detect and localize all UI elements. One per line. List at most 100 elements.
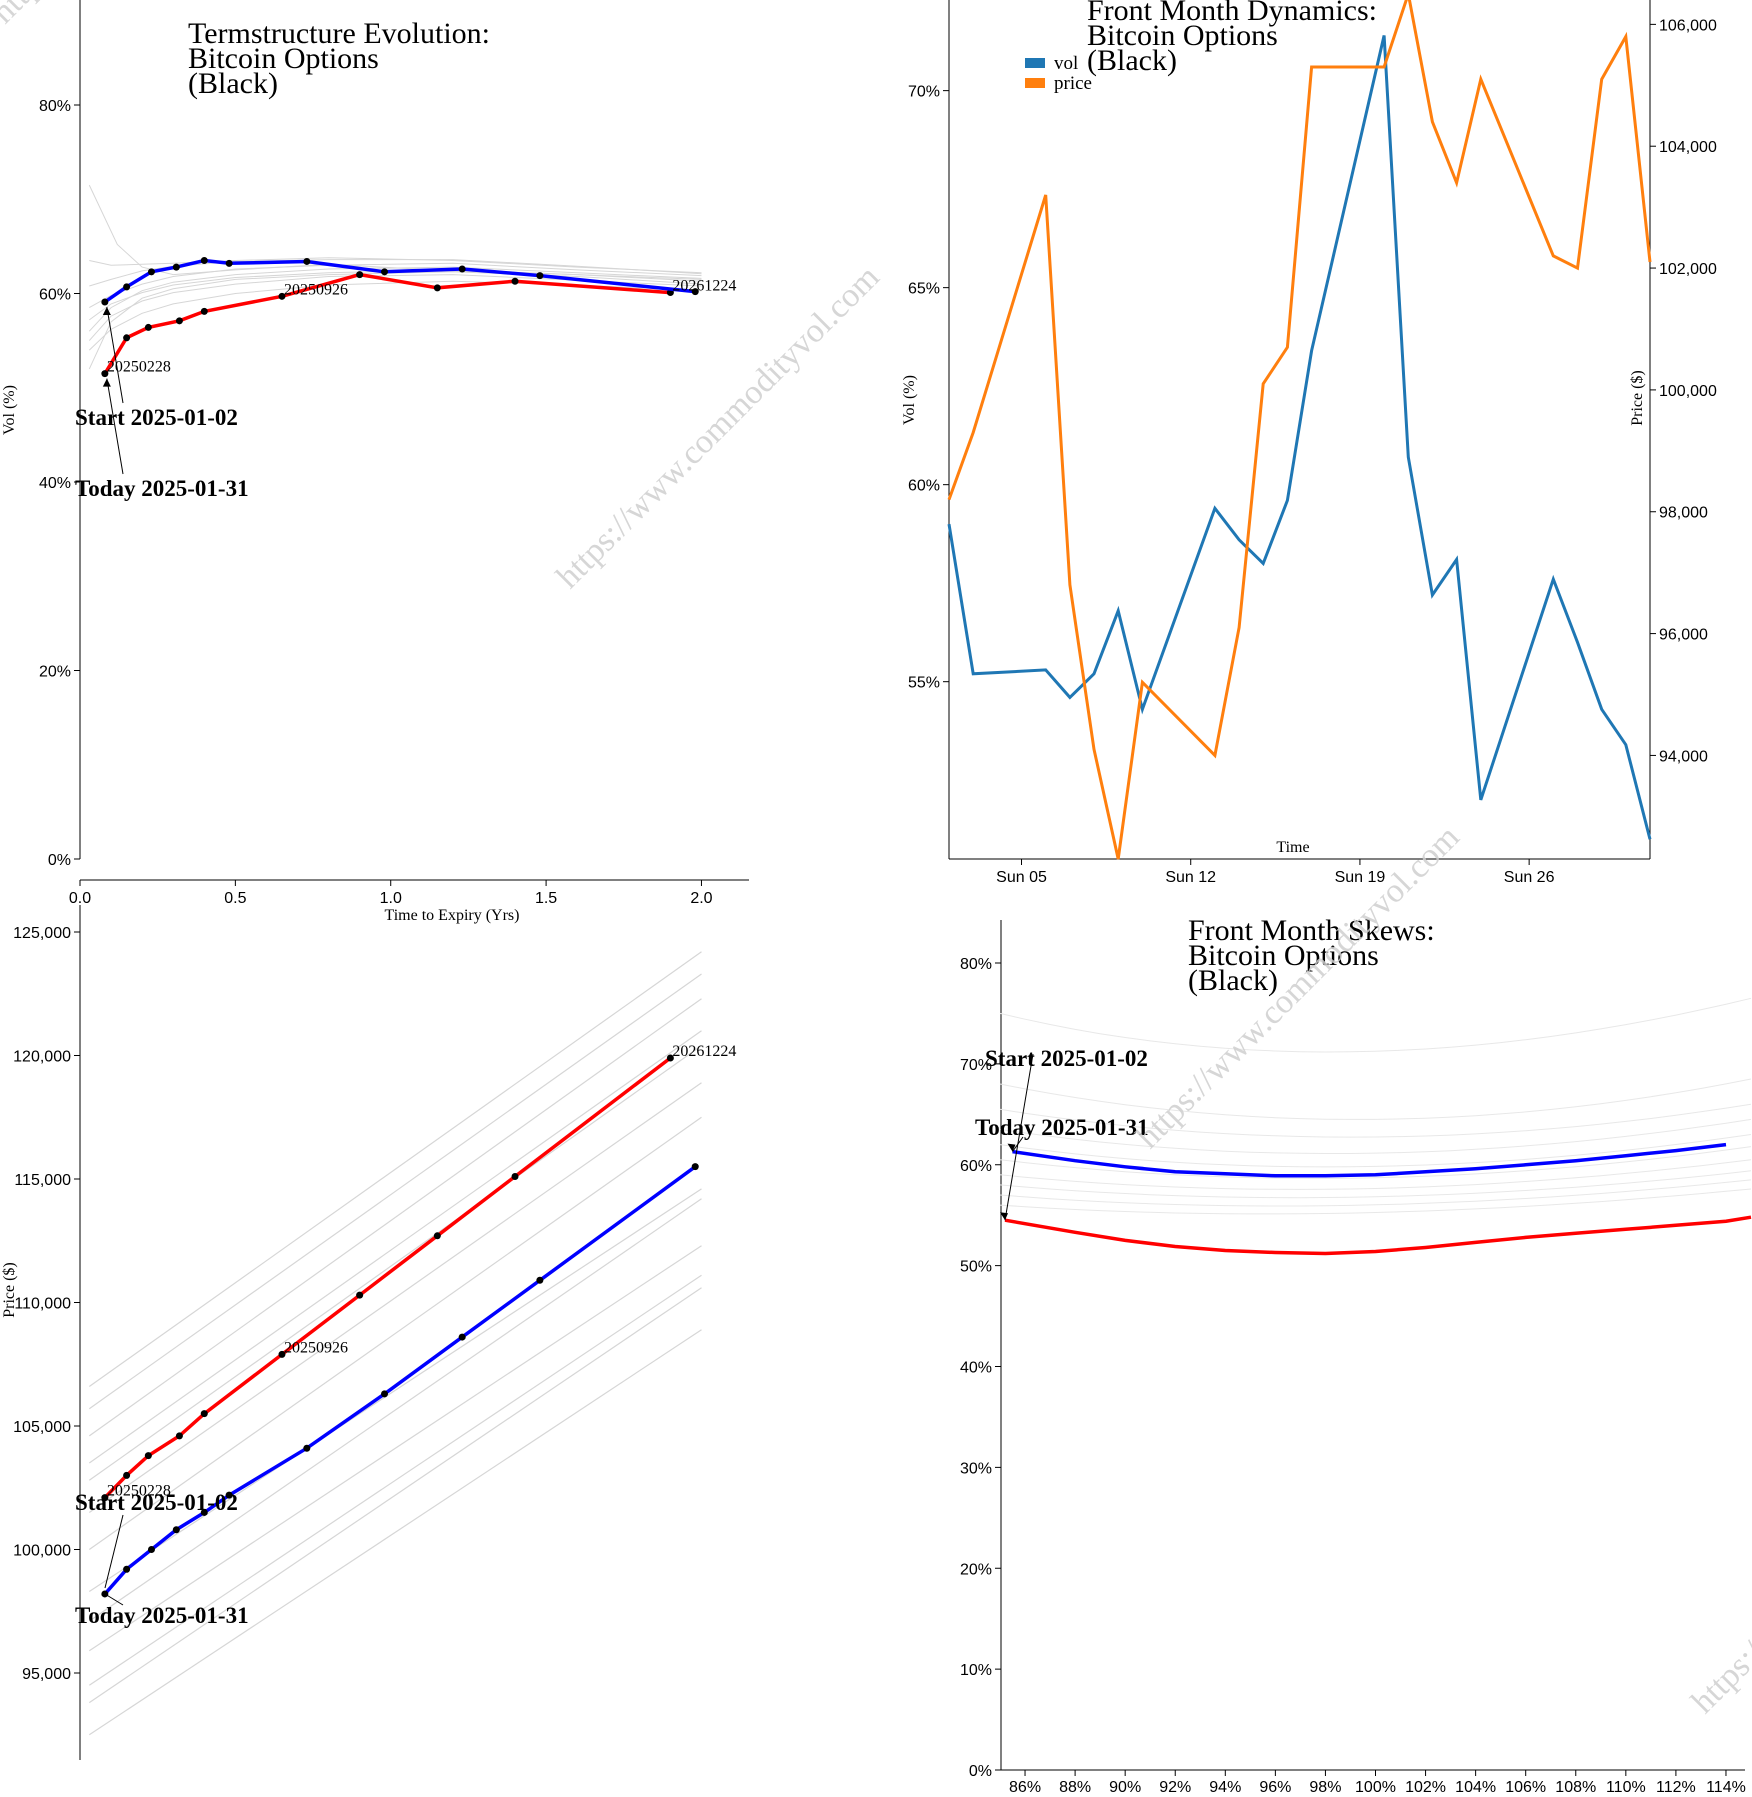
x-tick-label: 104% xyxy=(1455,1779,1496,1796)
y-tick-label: 125,000 xyxy=(13,925,71,942)
x-tick-label: Sun 05 xyxy=(996,869,1047,886)
x-tick-label: 98% xyxy=(1309,1779,1341,1796)
y-tick-label: 0% xyxy=(969,1763,992,1780)
history-curve xyxy=(88,998,702,1437)
curve-marker xyxy=(433,284,441,292)
chart-title-line: Bitcoin Options xyxy=(1188,939,1379,972)
curve-marker xyxy=(175,1432,183,1440)
expiry-label: 20261224 xyxy=(672,278,736,295)
legend-swatch-vol xyxy=(1025,58,1045,68)
expiry-label: 20250228 xyxy=(107,1483,171,1500)
x-tick-label: 88% xyxy=(1059,1779,1091,1796)
y-tick-label: 30% xyxy=(960,1460,992,1477)
y2-tick-label: 106,000 xyxy=(1659,17,1717,34)
annotation-label: Start 2025-01-02 xyxy=(985,1046,1148,1071)
curve-marker xyxy=(147,268,155,276)
curve-marker xyxy=(200,1508,208,1516)
y-tick-label: 50% xyxy=(960,1259,992,1276)
x-tick-label: 0.5 xyxy=(224,890,246,907)
x-tick-label: Sun 19 xyxy=(1335,869,1386,886)
y-tick-label: 10% xyxy=(960,1662,992,1679)
x-tick-label: 1.5 xyxy=(535,890,557,907)
curve-marker xyxy=(123,1565,131,1573)
history-curve xyxy=(88,1329,702,1736)
annotation-label: Today 2025-01-31 xyxy=(75,1603,249,1628)
history-curve xyxy=(88,951,702,1387)
curve-marker xyxy=(200,307,208,315)
expiry-label: 20250228 xyxy=(107,359,171,376)
y-axis-title: Vol (%) xyxy=(1,385,18,435)
history-curve xyxy=(88,1198,702,1622)
forward-curve-chart: 95,000 100,000 105,000 110,000 115,000 120,00… xyxy=(1,905,736,1760)
today-curve xyxy=(1004,1215,1752,1256)
curve-marker xyxy=(101,370,109,378)
y-tick-label: 115,000 xyxy=(14,1172,71,1189)
legend-swatch-price xyxy=(1025,78,1045,88)
x-tick-label: 100% xyxy=(1355,1779,1396,1796)
y2-tick-label: 100,000 xyxy=(1659,383,1717,400)
curve-marker xyxy=(225,259,233,267)
curve-marker xyxy=(278,1350,286,1358)
front-month-dynamics-chart: 55% 60% 65% 70% 94,000 96,000 98,000 100,000 102… xyxy=(901,0,1717,886)
y2-tick-label: 104,000 xyxy=(1659,139,1717,156)
curve-marker xyxy=(175,317,183,325)
curve-marker xyxy=(172,1526,180,1534)
annotation-arrow xyxy=(106,378,124,475)
x-axis-title: Time to Expiry (Yrs) xyxy=(385,907,520,924)
expiry-label: 20250926 xyxy=(284,1339,348,1356)
curve-marker xyxy=(123,1471,131,1479)
y-tick-label: 20% xyxy=(960,1561,992,1578)
history-curve xyxy=(89,257,702,274)
today-curve xyxy=(103,1056,672,1499)
y-tick-label: 70% xyxy=(908,84,940,101)
y-tick-label: 55% xyxy=(908,675,940,692)
watermark-layer: https://www.commodityvol.com https://www.… xyxy=(0,0,1752,1721)
annotation-arrowhead xyxy=(1007,1143,1016,1152)
y-tick-label: 40% xyxy=(39,475,71,492)
curve-marker xyxy=(691,1163,699,1171)
annotation-arrow xyxy=(1004,1053,1034,1221)
history-curve xyxy=(88,973,702,1410)
expiry-label: 20261224 xyxy=(672,1043,736,1060)
start-curve xyxy=(1012,1142,1727,1178)
curve-marker xyxy=(536,272,544,280)
x-tick-label: 108% xyxy=(1555,1779,1596,1796)
curve-marker xyxy=(123,283,131,291)
y-tick-label: 20% xyxy=(39,664,71,681)
curve-marker xyxy=(225,1491,233,1499)
history-curve xyxy=(88,1188,702,1593)
y-tick-label: 60% xyxy=(39,287,71,304)
history-curve xyxy=(88,274,702,341)
history-curve xyxy=(999,1188,1752,1215)
y-tick-label: 40% xyxy=(960,1360,992,1377)
history-curve xyxy=(88,1030,702,1464)
curve-marker xyxy=(303,1444,311,1452)
chart-title-line: Bitcoin Options xyxy=(1087,19,1278,52)
history-curve xyxy=(88,1245,702,1652)
history-curve xyxy=(999,1134,1752,1168)
history-curve xyxy=(999,997,1752,1053)
curve-marker xyxy=(303,257,311,265)
curve-marker xyxy=(144,323,152,331)
annotation-arrow xyxy=(1012,1136,1024,1152)
x-tick-label: 86% xyxy=(1009,1779,1041,1796)
curve-marker xyxy=(101,298,109,306)
y-axis-title: Vol (%) xyxy=(901,375,918,425)
y-tick-label: 110,000 xyxy=(14,1296,71,1313)
history-curve xyxy=(88,266,702,332)
x-tick-label: 112% xyxy=(1656,1779,1696,1796)
y2-tick-label: 102,000 xyxy=(1659,261,1717,278)
y-tick-label: 60% xyxy=(908,478,940,495)
chart-title-line: Front Month Dynamics: xyxy=(1087,0,1377,27)
x-tick-label: 94% xyxy=(1209,1779,1241,1796)
history-curve xyxy=(999,1103,1752,1138)
x-axis-title: Time xyxy=(1276,839,1309,856)
y-tick-label: 105,000 xyxy=(13,1419,71,1436)
y-tick-label: 0% xyxy=(48,852,71,869)
chart-title-line: Front Month Skews: xyxy=(1188,914,1435,947)
history-curve xyxy=(88,1287,702,1704)
annotation-arrow xyxy=(104,1514,124,1589)
x-tick-label: 102% xyxy=(1405,1779,1446,1796)
annotation-label: Start 2025-01-02 xyxy=(75,1490,238,1515)
